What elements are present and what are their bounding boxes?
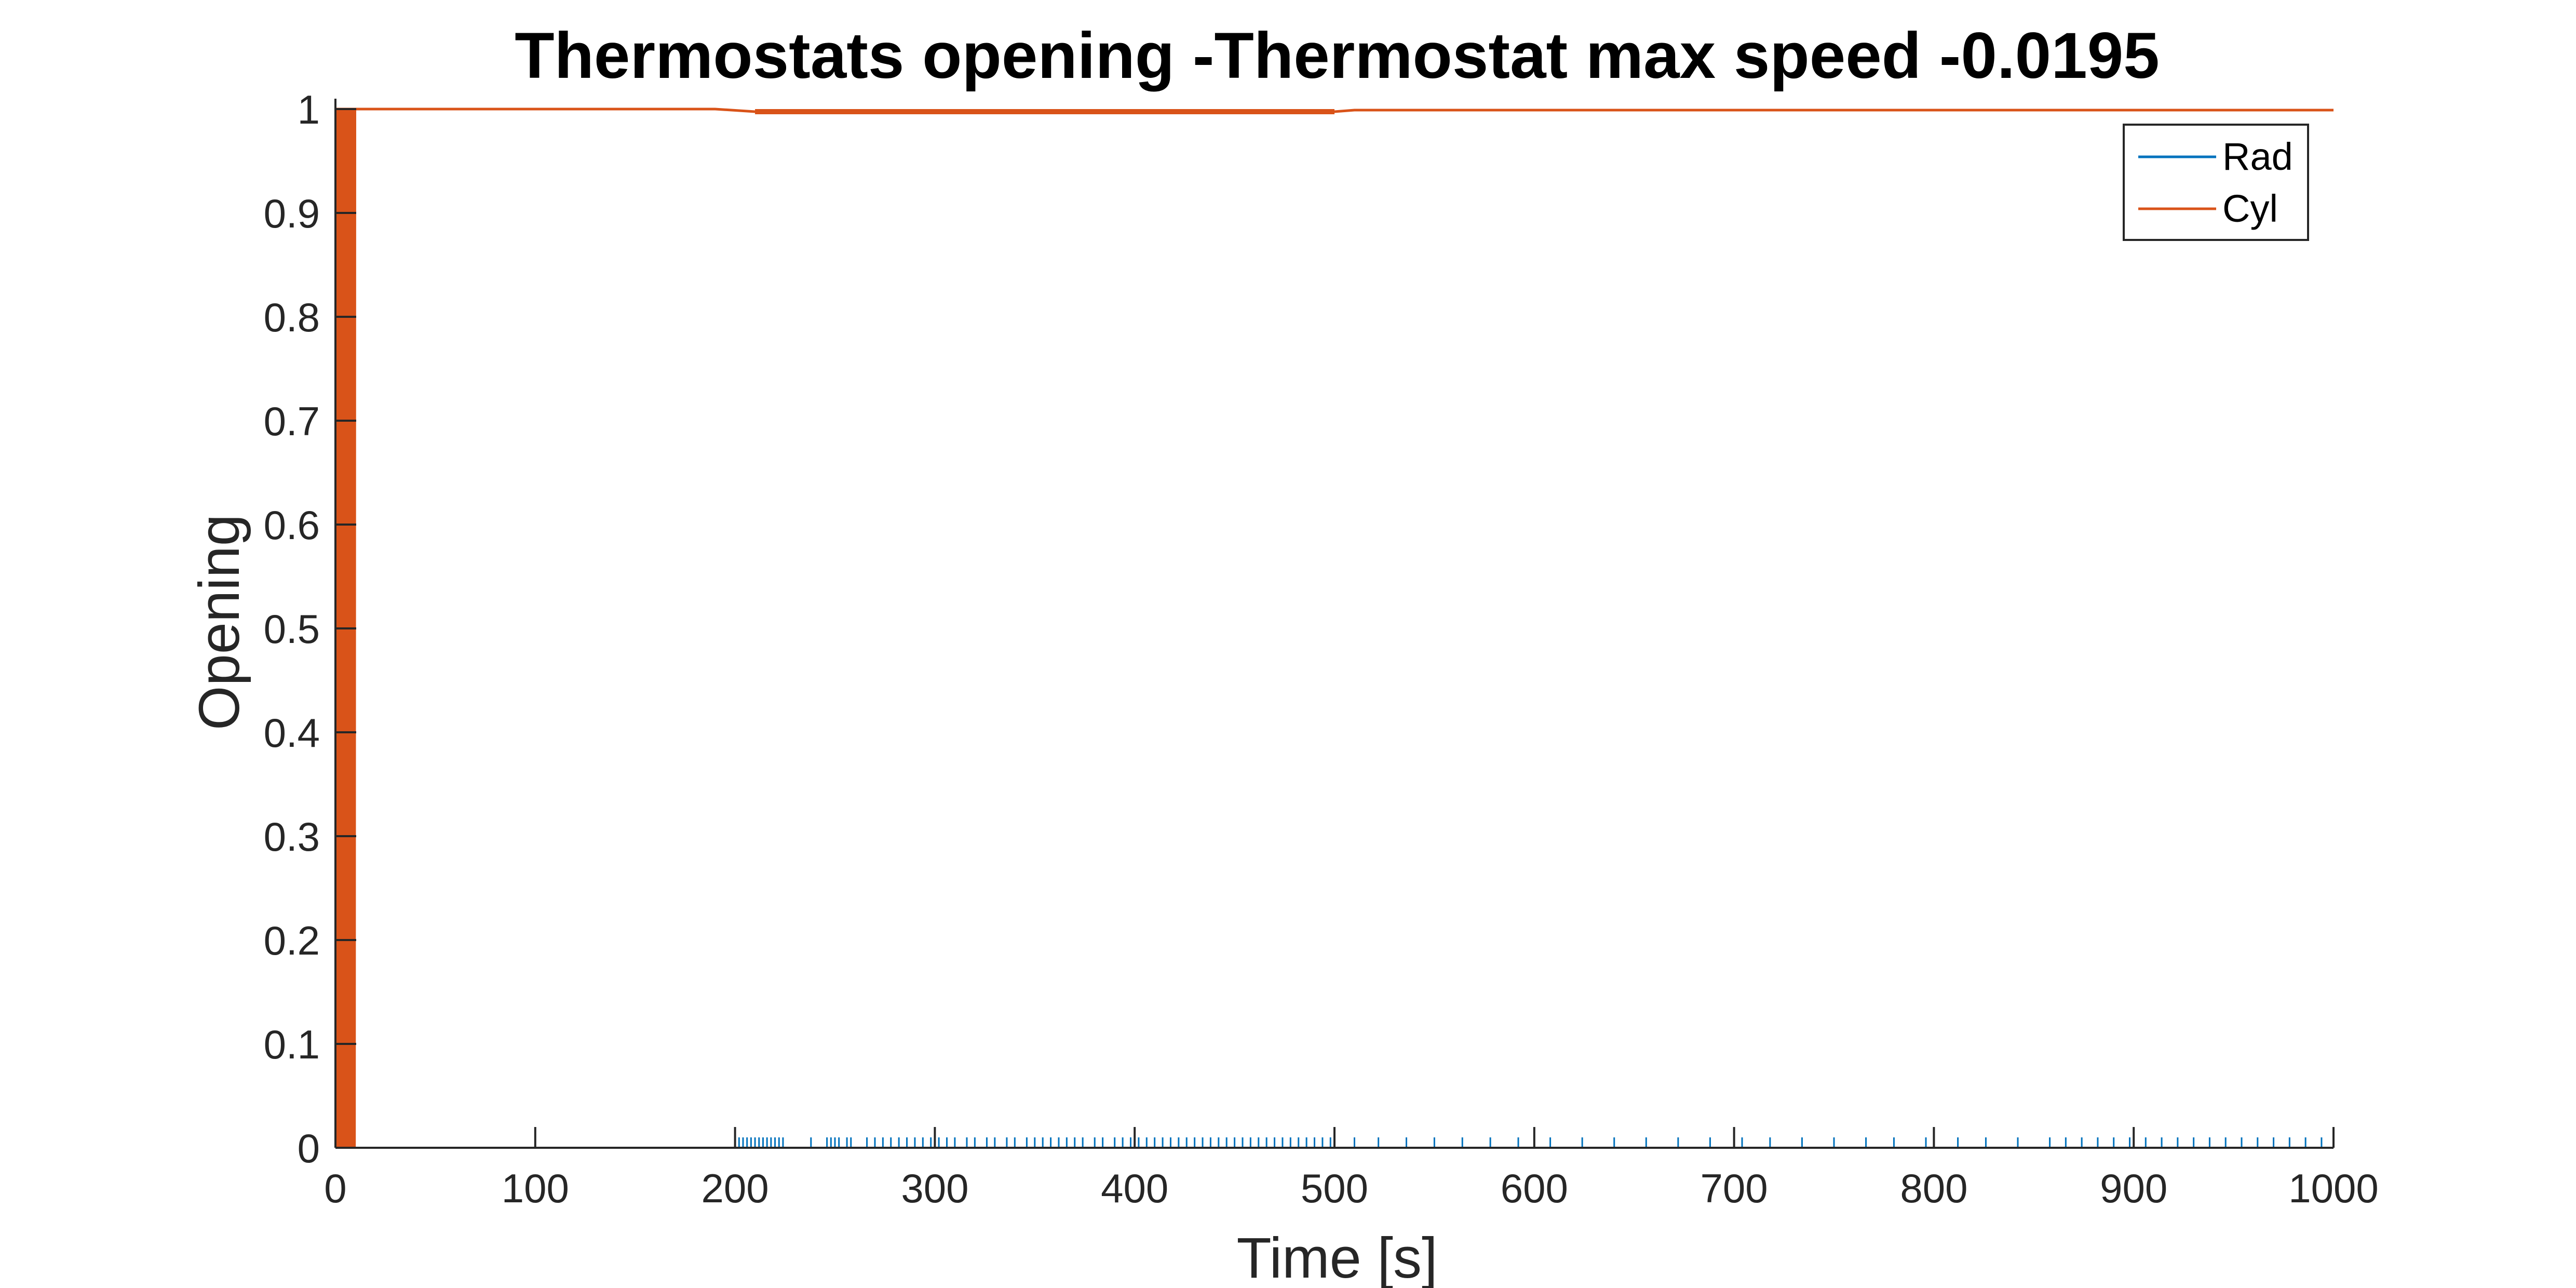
- x-tick-label: 1000: [2288, 1165, 2379, 1211]
- y-tick-label: 0.2: [264, 918, 320, 963]
- y-tick-label: 0.9: [264, 191, 320, 236]
- x-tick-label: 700: [1701, 1165, 1768, 1211]
- y-tick-label: 0.1: [264, 1022, 320, 1067]
- x-tick-label: 400: [1101, 1165, 1168, 1211]
- x-tick-label: 600: [1501, 1165, 1568, 1211]
- y-tick-label: 0.7: [264, 398, 320, 444]
- y-tick-labels: 0 0.1 0.2 0.3 0.4 0.5 0.6 0.7 0.8 0.9 1: [264, 87, 320, 1171]
- y-tick-label: 0.6: [264, 502, 320, 548]
- y-tick-label: 0.4: [264, 710, 320, 756]
- x-tick-label: 300: [901, 1165, 968, 1211]
- x-axis-label: Time [s]: [1236, 1226, 1437, 1288]
- x-tick-labels: 0 100 200 300 400 500 600 700 800 900 1000: [324, 1165, 2378, 1211]
- legend-box: [2123, 124, 2309, 241]
- x-tick-label: 0: [324, 1165, 346, 1211]
- y-tick-label: 0: [298, 1125, 320, 1171]
- x-tick-label: 500: [1301, 1165, 1368, 1211]
- cyl-oscillation-band: [755, 109, 1334, 114]
- chart-title: Thermostats opening -Thermostat max spee…: [515, 20, 2160, 92]
- legend-label-cyl: Cyl: [2222, 187, 2278, 230]
- x-tick-label: 200: [702, 1165, 769, 1211]
- x-tick-label: 100: [502, 1165, 569, 1211]
- axes: [334, 99, 2335, 1149]
- y-tick-label: 1: [298, 87, 320, 132]
- y-tick-label: 0.5: [264, 606, 320, 652]
- y-tick-label: 0.3: [264, 814, 320, 860]
- y-tick-label: 0.8: [264, 294, 320, 340]
- x-tick-label: 800: [1900, 1165, 1967, 1211]
- legend: Rad Cyl: [2123, 124, 2309, 241]
- y-axis-label: Opening: [187, 514, 251, 730]
- legend-label-rad: Rad: [2222, 135, 2293, 178]
- x-tick-label: 900: [2100, 1165, 2167, 1211]
